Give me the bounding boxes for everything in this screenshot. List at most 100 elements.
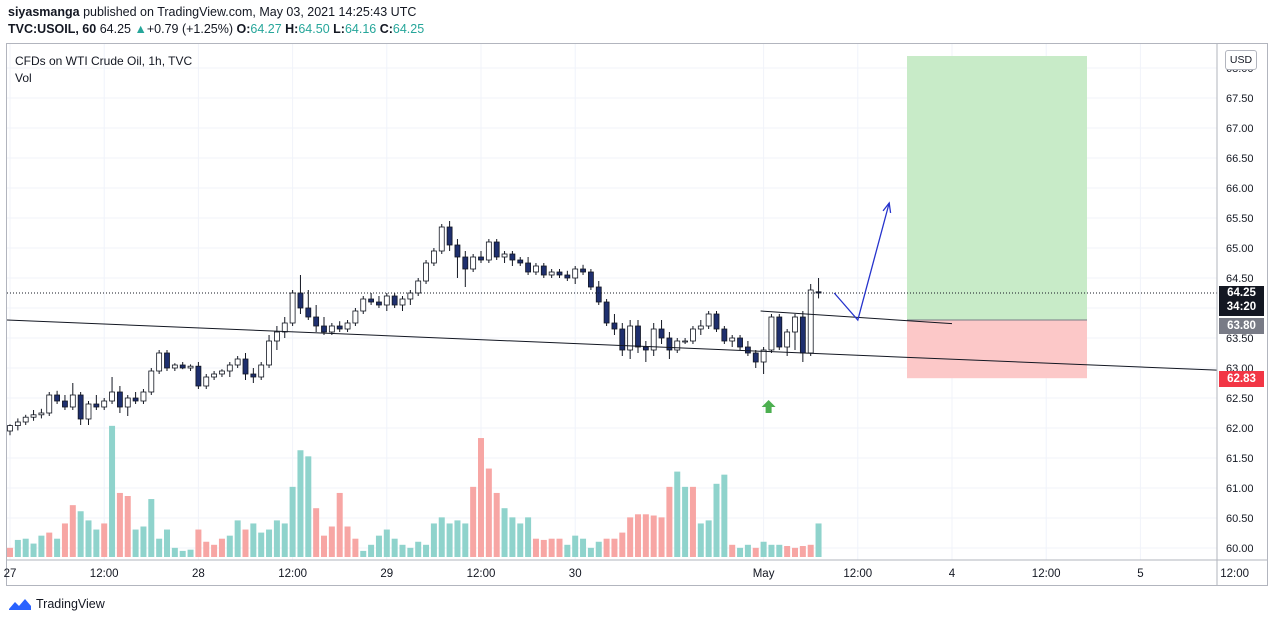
candle-body	[399, 298, 406, 306]
candle	[179, 362, 186, 370]
candle	[611, 314, 618, 335]
volume-bar	[627, 517, 634, 557]
candle	[619, 323, 626, 356]
volume-bar	[752, 547, 759, 557]
candle-body	[109, 391, 115, 402]
volume-bar	[799, 546, 806, 557]
candle	[297, 275, 304, 314]
volume-bar	[289, 486, 296, 557]
author-name[interactable]: siyasmanga	[8, 5, 80, 19]
volume-bar	[619, 532, 626, 557]
candle-body	[517, 259, 524, 264]
volume-bar	[22, 538, 29, 557]
candle	[305, 290, 312, 320]
candle	[195, 362, 202, 389]
series-legend-title[interactable]: CFDs on WTI Crude Oil, 1h, TVC	[15, 54, 193, 68]
volume-bar	[77, 511, 84, 557]
volume-bar	[792, 547, 798, 557]
volume-legend[interactable]: Vol	[15, 71, 32, 85]
candle	[635, 320, 641, 353]
volume-bar	[85, 520, 92, 557]
volume-bar	[650, 515, 657, 557]
candle-body	[336, 325, 343, 330]
candle	[438, 224, 445, 254]
candle	[776, 314, 783, 350]
volume-bar	[438, 517, 445, 557]
candle	[14, 418, 21, 431]
open-label: O:	[236, 22, 251, 36]
volume-bar	[7, 547, 13, 557]
candle	[376, 296, 382, 308]
candle	[7, 424, 13, 436]
volume-bar	[336, 492, 343, 557]
volume-bar	[234, 520, 241, 557]
candle-body	[815, 291, 822, 294]
price-tick-label: 63.50	[1226, 333, 1254, 345]
candle-body	[784, 331, 791, 348]
candle	[117, 386, 123, 413]
brand-name: TradingView	[36, 597, 105, 611]
candle	[219, 369, 225, 377]
candle	[815, 278, 822, 299]
candle	[85, 401, 92, 425]
candle	[446, 221, 453, 251]
candle-body	[219, 370, 225, 375]
candle	[124, 395, 131, 416]
candle	[266, 335, 272, 368]
candle	[792, 314, 798, 350]
candle	[344, 320, 351, 332]
candle-body	[666, 337, 673, 351]
close-label: C:	[379, 22, 393, 36]
volume-bar	[760, 541, 767, 557]
candle	[501, 251, 508, 263]
candle-body	[799, 316, 806, 354]
volume-bar	[313, 508, 320, 557]
candle-body	[430, 250, 437, 264]
volume-bar	[273, 520, 280, 557]
volume-bar	[328, 526, 335, 557]
last-price-value: 64.25	[1227, 287, 1256, 299]
candle-body	[674, 340, 681, 351]
time-tick-label: 12:00	[1032, 568, 1061, 580]
candle-body	[650, 328, 657, 351]
volume-bar	[635, 514, 641, 557]
price-tick-label: 66.00	[1226, 183, 1254, 195]
candle-body	[383, 295, 390, 306]
candle-body	[619, 328, 626, 351]
candle	[360, 296, 367, 314]
candle	[226, 362, 233, 377]
volume-bar	[93, 529, 100, 557]
volume-bar	[768, 544, 775, 557]
candle-body	[462, 256, 469, 270]
candle	[148, 368, 155, 395]
volume-bar	[697, 523, 704, 557]
volume-bar	[815, 523, 822, 557]
candle	[650, 323, 657, 356]
volume-bar	[156, 538, 163, 557]
chart-frame	[6, 43, 1268, 586]
candle	[399, 296, 406, 311]
volume-bar	[776, 544, 783, 557]
price-tick-label: 66.50	[1226, 153, 1254, 165]
candle-body	[164, 352, 170, 369]
price-tick-label: 67.50	[1226, 93, 1254, 105]
currency-button[interactable]: USD	[1225, 50, 1257, 70]
candle-body	[368, 298, 375, 303]
candle	[493, 239, 500, 260]
tradingview-brand[interactable]: TradingView	[8, 597, 105, 611]
volume-bar	[485, 468, 492, 557]
candle-body	[603, 301, 610, 324]
volume-bar	[525, 517, 532, 557]
candle	[171, 363, 178, 371]
volume-bar	[140, 526, 147, 557]
candle-body	[313, 316, 320, 327]
time-tick-label: 28	[192, 568, 205, 580]
candle-body	[407, 292, 414, 300]
candle-body	[101, 400, 108, 408]
volume-bar	[399, 544, 406, 557]
volume-bar	[218, 538, 225, 557]
bar-countdown: 34:20	[1226, 301, 1257, 313]
candle	[478, 251, 484, 263]
candle-body	[234, 358, 241, 366]
